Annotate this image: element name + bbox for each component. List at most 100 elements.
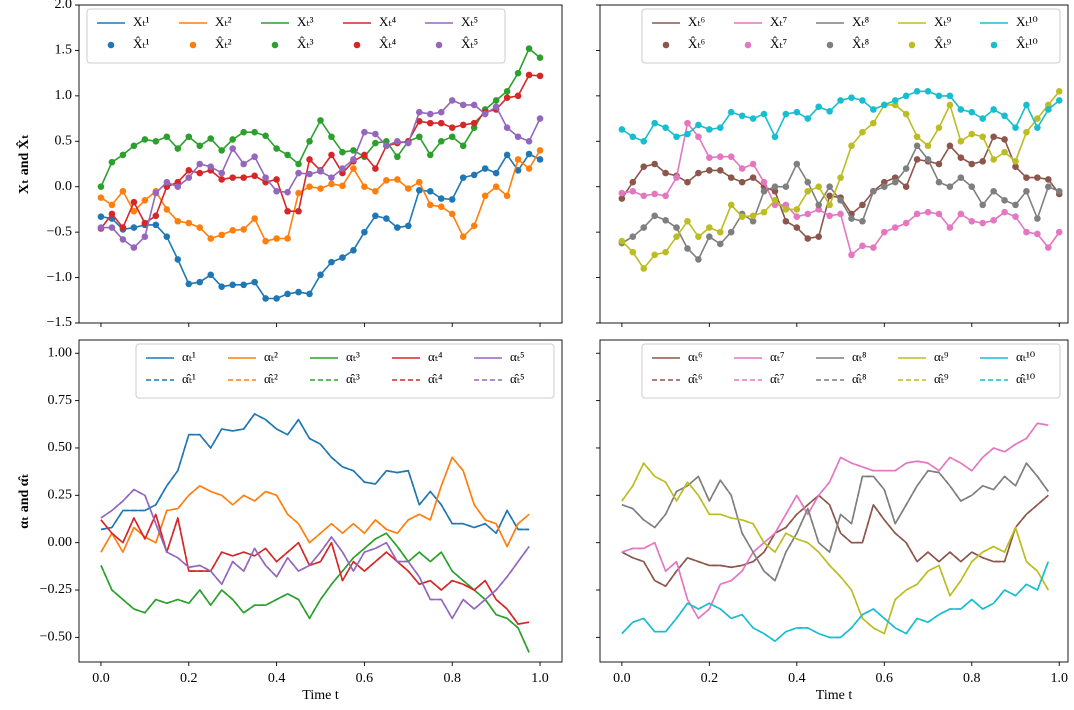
data-point — [97, 183, 105, 191]
legend-label: α̂ₜ⁶ — [688, 371, 703, 386]
series-line — [621, 462, 1049, 635]
legend-label: Xₜ³ — [297, 14, 314, 29]
data-point — [891, 97, 899, 104]
data-point — [372, 130, 379, 138]
data-point — [492, 169, 500, 177]
data-point — [749, 217, 757, 225]
data-point — [503, 88, 511, 95]
data-point — [618, 195, 626, 202]
data-point — [240, 160, 247, 168]
data-point — [815, 206, 822, 213]
data-point — [240, 128, 247, 136]
legend-label: αₜ⁵ — [510, 349, 525, 364]
data-point — [262, 174, 269, 181]
data-point — [815, 103, 822, 111]
data-point — [662, 248, 669, 256]
data-point — [141, 219, 149, 227]
data-point — [448, 210, 456, 218]
data-point — [957, 154, 965, 161]
data-point — [749, 160, 757, 168]
data-point — [695, 256, 702, 263]
data-point — [859, 201, 866, 209]
data-point — [815, 183, 822, 191]
data-point — [328, 174, 335, 181]
series-line — [621, 422, 1049, 620]
legend-label: X̂ₜ⁷ — [770, 36, 787, 51]
y-tick-label: 1.00 — [48, 345, 73, 360]
data-point — [706, 167, 713, 174]
data-point — [339, 169, 346, 177]
legend-label: Xₜ⁶ — [688, 14, 705, 29]
data-point — [163, 233, 171, 240]
data-point — [426, 201, 434, 209]
data-point — [815, 233, 822, 240]
data-point — [957, 137, 965, 145]
data-point — [295, 207, 302, 215]
data-point — [361, 151, 368, 159]
data-point — [240, 174, 247, 181]
data-point — [1012, 124, 1019, 131]
data-point — [673, 224, 680, 231]
legend-label: α̂ₜ⁷ — [770, 371, 785, 386]
data-point — [1012, 157, 1019, 165]
data-point — [662, 217, 669, 224]
data-point — [492, 183, 500, 191]
data-point — [727, 201, 735, 209]
data-point — [848, 94, 855, 101]
y-tick-label: 0.75 — [48, 393, 73, 408]
data-point — [706, 154, 713, 161]
data-point — [525, 137, 533, 145]
legend-box — [641, 343, 1061, 399]
data-point — [826, 201, 833, 209]
data-point — [415, 108, 423, 116]
series-line — [100, 532, 530, 653]
data-point — [1045, 244, 1052, 251]
data-point — [957, 174, 965, 181]
data-point — [1055, 97, 1063, 104]
data-point — [459, 101, 467, 109]
data-point — [415, 187, 423, 194]
data-point — [782, 206, 790, 213]
legend-label: Xₜ¹⁰ — [1016, 14, 1038, 29]
series-line — [100, 456, 530, 553]
data-point — [968, 217, 976, 225]
x-tick-label: 0.4 — [268, 671, 286, 686]
data-point — [924, 88, 932, 95]
data-point — [640, 163, 648, 171]
data-point — [826, 192, 833, 200]
data-point — [946, 224, 954, 231]
data-point — [481, 165, 489, 172]
data-point — [793, 160, 801, 168]
data-point — [1012, 163, 1019, 171]
legend-label: α̂ₜ² — [264, 371, 278, 386]
data-point — [782, 201, 790, 209]
data-point — [1023, 101, 1030, 109]
data-point — [196, 278, 204, 286]
data-point — [470, 119, 478, 127]
data-point — [437, 203, 445, 211]
data-point — [935, 178, 943, 186]
data-point — [317, 271, 324, 279]
data-point — [174, 178, 182, 186]
data-point — [295, 160, 302, 168]
panel — [618, 88, 1063, 272]
data-point — [295, 169, 302, 177]
data-point — [738, 213, 746, 220]
data-point — [448, 133, 456, 141]
data-point — [804, 178, 812, 186]
data-point — [782, 217, 790, 225]
data-point — [706, 224, 713, 231]
data-point — [317, 117, 324, 124]
data-point — [913, 210, 921, 218]
data-point — [1034, 115, 1041, 122]
data-point — [891, 178, 899, 186]
data-point — [306, 183, 313, 191]
data-point — [514, 92, 522, 100]
legend-box — [86, 8, 506, 64]
data-point — [662, 192, 669, 200]
data-point — [196, 160, 204, 168]
data-point — [295, 189, 302, 197]
data-point — [284, 207, 291, 215]
data-point — [826, 108, 833, 115]
data-point — [771, 187, 779, 195]
